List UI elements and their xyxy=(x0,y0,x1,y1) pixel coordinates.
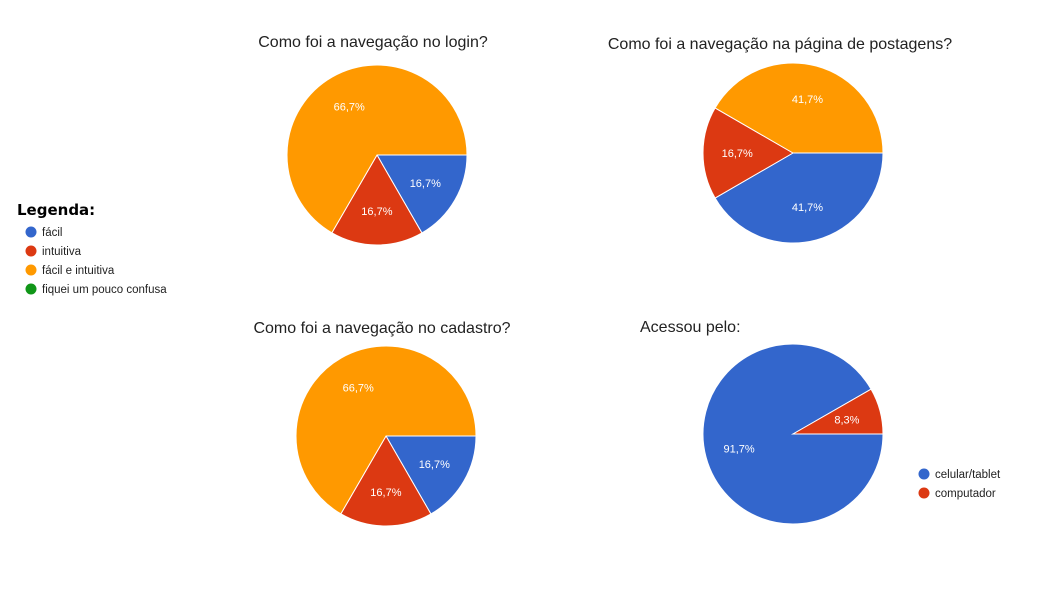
legend-marker-facil xyxy=(25,226,37,238)
pie-slice-postagens-2 xyxy=(714,62,884,154)
pie-slice-login-2 xyxy=(286,64,468,234)
pie-label-acesso-0: 91,7% xyxy=(723,443,754,455)
pie-label-acesso-1: 8,3% xyxy=(834,415,859,427)
acesso-legend-marker-computador xyxy=(918,487,930,499)
pie-label-cadastro-0: 16,7% xyxy=(419,459,450,471)
legend-label-facil-e-intuitiva: fácil e intuitiva xyxy=(42,265,115,277)
acesso-legend-marker-celular xyxy=(918,468,930,480)
legend-title: Legenda: xyxy=(17,201,95,219)
acesso-legend-label-celular: celular/tablet xyxy=(935,469,1001,481)
pie-label-login-0: 16,7% xyxy=(410,178,441,190)
pie-label-postagens-1: 16,7% xyxy=(722,148,753,160)
pie-slice-login-1 xyxy=(331,154,423,246)
chart-title-login: Como foi a navegação no login? xyxy=(258,34,488,51)
legend-marker-intuitiva xyxy=(25,245,37,257)
pie-slice-acesso-1 xyxy=(791,388,884,435)
legend-marker-confusa xyxy=(25,283,37,295)
pie-label-postagens-0: 41,7% xyxy=(792,202,823,214)
pie-label-cadastro-1: 16,7% xyxy=(370,487,401,499)
pie-layer: 16,7% 16,7% 66,7% 41,7% 16,7% 41,7% 16,7% 16,7%… xyxy=(286,62,884,527)
chart-title-acesso: Acessou pelo: xyxy=(640,319,741,336)
pie-label-cadastro-2: 66,7% xyxy=(343,383,374,395)
acesso-legend-label-computador: computador xyxy=(935,488,996,500)
pie-label-login-1: 16,7% xyxy=(361,206,392,218)
acesso-legend: celular/tablet computador xyxy=(918,468,1001,500)
pie-slice-cadastro-2 xyxy=(295,345,477,515)
legend-label-intuitiva: intuitiva xyxy=(42,246,82,258)
pie-label-login-2: 66,7% xyxy=(334,102,365,114)
legend-label-facil: fácil xyxy=(42,227,62,239)
pie-slice-cadastro-1 xyxy=(340,435,432,527)
legend-label-confusa: fiquei um pouco confusa xyxy=(42,284,167,296)
pie-slice-login-0 xyxy=(376,154,468,234)
chart-title-cadastro: Como foi a navegação no cadastro? xyxy=(253,320,510,337)
pie-slice-postagens-1 xyxy=(702,107,794,199)
pie-slice-cadastro-0 xyxy=(385,435,477,515)
chart-title-postagens: Como foi a navegação na página de postag… xyxy=(608,36,952,53)
pie-slice-postagens-0 xyxy=(714,152,884,244)
legend-marker-facil-e-intuitiva xyxy=(25,264,37,276)
main-legend: Legenda: fácil intuitiva fácil e intuiti… xyxy=(17,201,167,296)
pie-label-postagens-2: 41,7% xyxy=(792,94,823,106)
